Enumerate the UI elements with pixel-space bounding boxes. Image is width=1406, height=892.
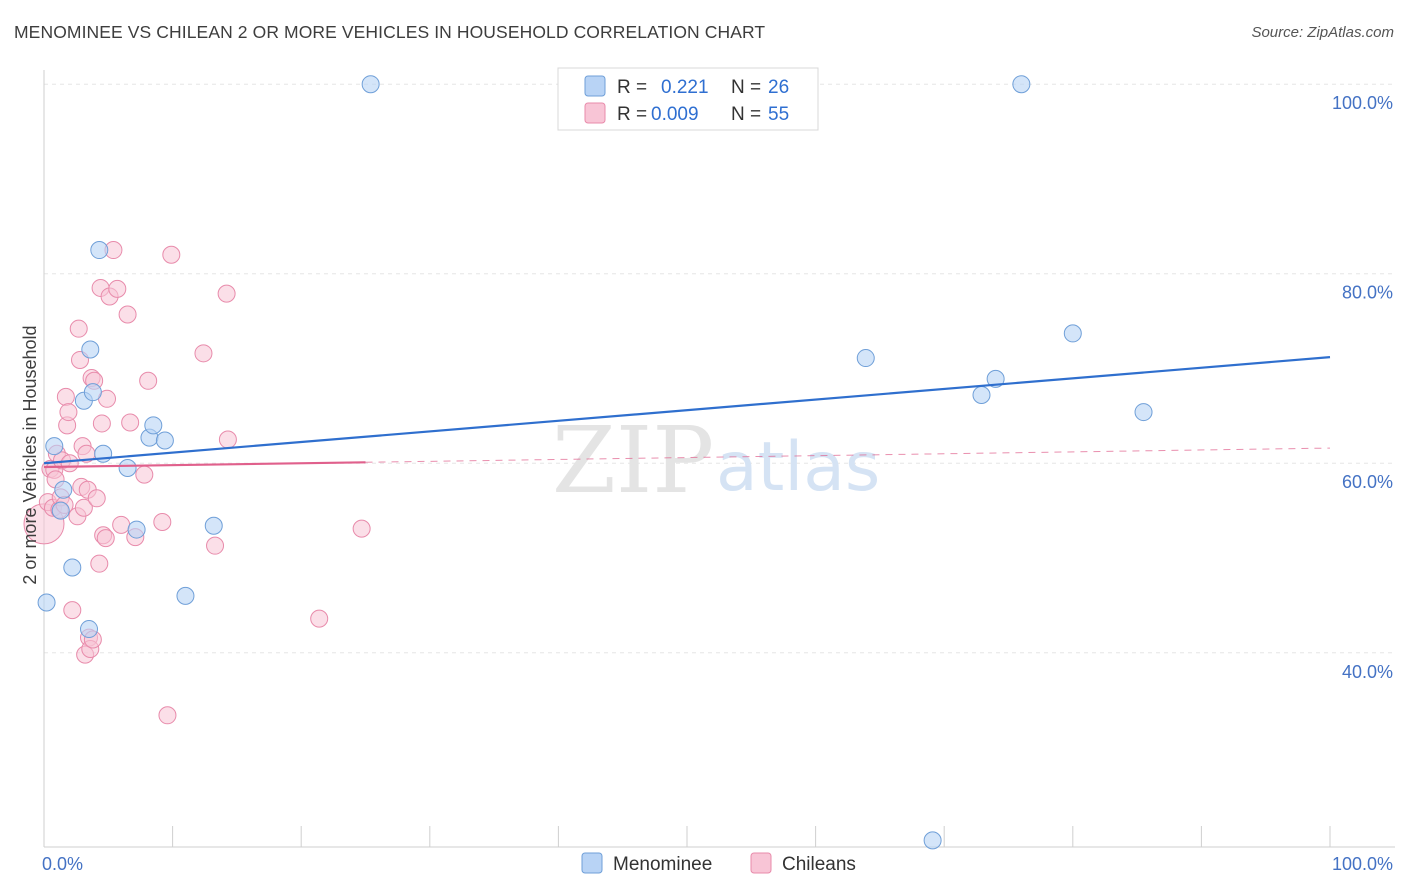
chileans-point xyxy=(206,536,225,555)
watermark: ZIP atlas xyxy=(552,407,880,514)
menominee-n-label: N = xyxy=(731,77,761,98)
y-tick-label: 80.0% xyxy=(1342,283,1393,303)
legend-chileans-label: Chileans xyxy=(782,854,856,875)
chileans-point xyxy=(194,344,213,363)
menominee-point xyxy=(63,558,82,577)
chileans-point xyxy=(139,371,158,390)
y-tick-label: 60.0% xyxy=(1342,472,1393,492)
menominee-point xyxy=(54,480,73,499)
menominee-point xyxy=(923,831,942,850)
chileans-r-value: 0.009 xyxy=(651,104,699,125)
menominee-point xyxy=(972,386,991,405)
menominee-point xyxy=(118,458,137,477)
menominee-point xyxy=(1063,324,1082,343)
chileans-n-value: 55 xyxy=(768,104,789,125)
chileans-point xyxy=(96,529,115,548)
chileans-trend-line xyxy=(43,461,366,469)
menominee-points xyxy=(37,75,1153,850)
y-tick-label: 40.0% xyxy=(1342,662,1393,682)
menominee-point xyxy=(144,416,163,435)
series-legend: Menominee Chileans xyxy=(581,852,856,875)
menominee-point xyxy=(986,369,1005,388)
chileans-r-label: R = xyxy=(617,104,647,125)
chileans-point xyxy=(74,498,93,517)
chileans-point xyxy=(218,430,237,449)
chart-title: MENOMINEE VS CHILEAN 2 OR MORE VEHICLES … xyxy=(14,22,766,42)
menominee-point xyxy=(856,349,875,368)
legend-chileans-swatch xyxy=(750,852,772,874)
menominee-point xyxy=(51,501,70,520)
chileans-swatch xyxy=(584,102,606,124)
menominee-point xyxy=(81,340,100,359)
tick-labels: 40.0% 60.0% 80.0% 100.0% 0.0% 100.0% xyxy=(42,93,1393,874)
chileans-point xyxy=(56,387,75,406)
menominee-point xyxy=(155,431,174,450)
axes xyxy=(43,70,1395,848)
chileans-point xyxy=(217,284,236,303)
menominee-point xyxy=(83,383,102,402)
trend-lines xyxy=(43,356,1331,469)
chileans-point xyxy=(112,515,131,534)
chileans-point xyxy=(310,609,329,628)
menominee-trend-line xyxy=(43,356,1331,465)
chileans-point xyxy=(59,403,78,422)
chileans-point xyxy=(87,489,106,508)
stats-legend: R = 0.221 N = 26 R = 0.009 N = 55 xyxy=(557,67,819,131)
watermark-atlas: atlas xyxy=(716,428,880,507)
y-tick-label: 100.0% xyxy=(1332,93,1393,113)
menominee-point xyxy=(45,437,64,456)
chileans-point xyxy=(60,454,79,473)
watermark-zip: ZIP xyxy=(552,407,714,514)
menominee-point xyxy=(204,516,223,535)
chileans-points xyxy=(23,241,371,725)
menominee-point xyxy=(361,75,380,94)
x-tick-label: 0.0% xyxy=(42,854,83,874)
chileans-point xyxy=(121,413,140,432)
chileans-point xyxy=(153,512,172,531)
menominee-point xyxy=(80,620,99,639)
chileans-point xyxy=(63,601,82,620)
menominee-point xyxy=(127,520,146,539)
legend-menominee-swatch xyxy=(581,852,603,874)
chileans-point xyxy=(118,305,137,324)
chileans-point xyxy=(92,414,111,433)
menominee-r-value: 0.221 xyxy=(661,77,709,98)
menominee-point xyxy=(1134,403,1153,422)
menominee-r-label: R = xyxy=(617,77,647,98)
chileans-point xyxy=(135,465,154,484)
chileans-point xyxy=(69,319,88,338)
menominee-point xyxy=(37,593,56,612)
chileans-point xyxy=(352,519,371,538)
menominee-swatch xyxy=(584,75,606,97)
menominee-point xyxy=(90,241,109,260)
menominee-point xyxy=(1012,75,1031,94)
legend-menominee-label: Menominee xyxy=(613,854,712,875)
y-axis-label: 2 or more Vehicles in Household xyxy=(20,325,40,584)
chileans-point xyxy=(158,706,177,725)
x-tick-label: 100.0% xyxy=(1332,854,1393,874)
chileans-n-label: N = xyxy=(731,104,761,125)
chileans-trend-extension xyxy=(365,447,1331,463)
source-credit: Source: ZipAtlas.com xyxy=(1251,24,1394,41)
chileans-point xyxy=(90,554,109,573)
chileans-point xyxy=(108,279,127,298)
menominee-n-value: 26 xyxy=(768,77,789,98)
chileans-point xyxy=(162,245,181,264)
menominee-point xyxy=(176,586,195,605)
